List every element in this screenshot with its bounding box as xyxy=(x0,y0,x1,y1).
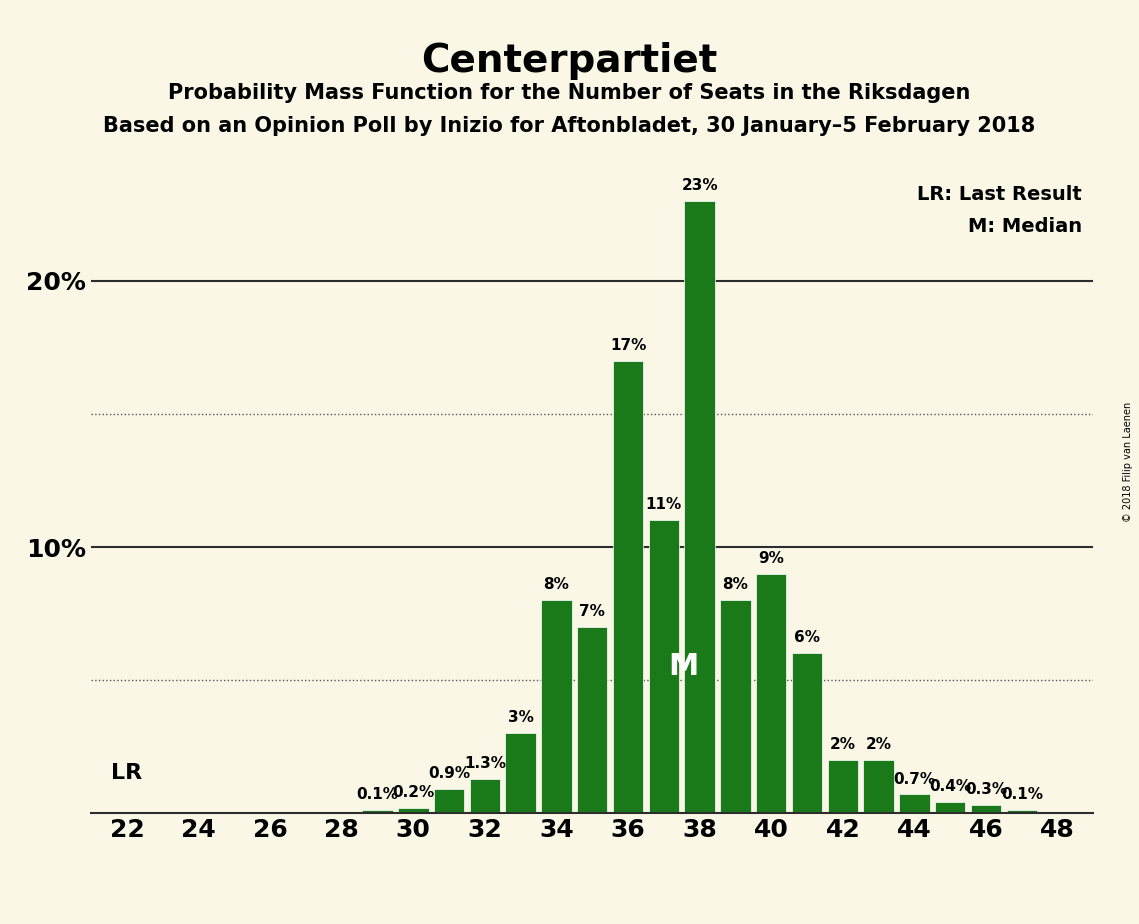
Text: 0.3%: 0.3% xyxy=(965,782,1007,797)
Text: 2%: 2% xyxy=(830,737,855,752)
Bar xyxy=(935,802,966,813)
Text: 11%: 11% xyxy=(646,497,682,513)
Bar xyxy=(900,795,929,813)
Text: 8%: 8% xyxy=(722,578,748,592)
Text: 7%: 7% xyxy=(580,604,605,619)
Text: LR: LR xyxy=(112,763,142,784)
Bar xyxy=(613,360,644,813)
Text: Centerpartiet: Centerpartiet xyxy=(421,42,718,79)
Text: 8%: 8% xyxy=(543,578,570,592)
Text: © 2018 Filip van Laenen: © 2018 Filip van Laenen xyxy=(1123,402,1133,522)
Text: 9%: 9% xyxy=(759,551,785,565)
Text: 3%: 3% xyxy=(508,711,534,725)
Text: 23%: 23% xyxy=(681,178,718,193)
Text: M: Median: M: Median xyxy=(968,217,1082,237)
Text: 0.2%: 0.2% xyxy=(392,784,434,800)
Text: LR: Last Result: LR: Last Result xyxy=(917,185,1082,204)
Bar xyxy=(506,734,536,813)
Text: 0.1%: 0.1% xyxy=(1001,787,1043,802)
Text: 0.4%: 0.4% xyxy=(929,780,972,795)
Bar xyxy=(792,653,822,813)
Text: 6%: 6% xyxy=(794,630,820,646)
Bar xyxy=(1007,810,1038,813)
Text: Probability Mass Function for the Number of Seats in the Riksdagen: Probability Mass Function for the Number… xyxy=(169,83,970,103)
Bar xyxy=(398,808,428,813)
Text: 0.9%: 0.9% xyxy=(428,766,470,781)
Text: 1.3%: 1.3% xyxy=(464,756,506,771)
Text: M: M xyxy=(669,652,698,681)
Bar xyxy=(577,626,607,813)
Bar xyxy=(970,805,1001,813)
Bar xyxy=(649,520,679,813)
Bar xyxy=(434,789,465,813)
Bar xyxy=(863,760,894,813)
Bar xyxy=(362,810,393,813)
Text: 0.7%: 0.7% xyxy=(893,772,935,786)
Bar xyxy=(720,601,751,813)
Text: 0.1%: 0.1% xyxy=(357,787,399,802)
Bar xyxy=(756,574,787,813)
Text: 2%: 2% xyxy=(866,737,892,752)
Text: 17%: 17% xyxy=(609,338,646,353)
Bar xyxy=(469,779,500,813)
Bar xyxy=(828,760,858,813)
Bar xyxy=(685,201,715,813)
Text: Based on an Opinion Poll by Inizio for Aftonbladet, 30 January–5 February 2018: Based on an Opinion Poll by Inizio for A… xyxy=(104,116,1035,136)
Bar xyxy=(541,601,572,813)
